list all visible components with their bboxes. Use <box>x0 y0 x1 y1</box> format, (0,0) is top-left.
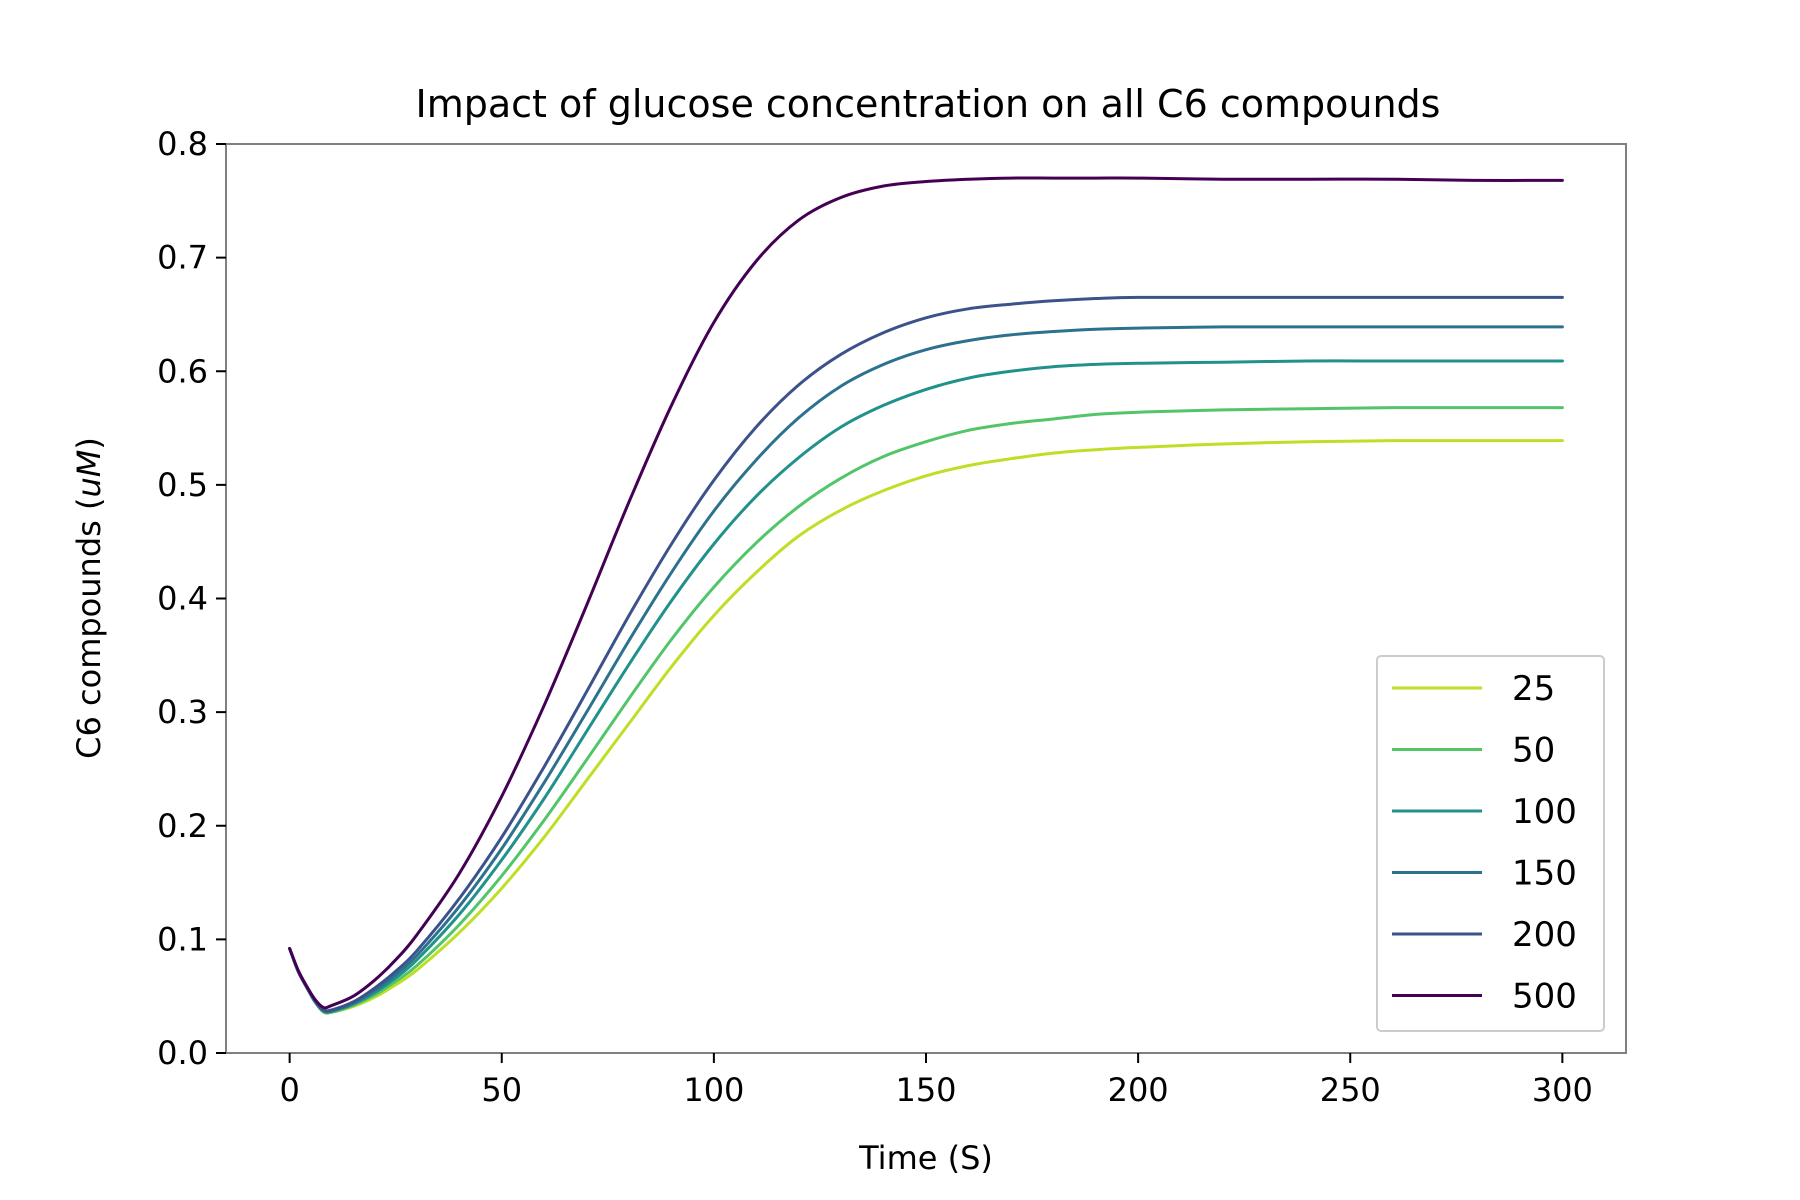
y-tick-label: 0.4 <box>157 580 208 618</box>
series-line-200 <box>288 295 1564 1013</box>
series-line-100 <box>288 359 1564 1014</box>
x-tick-label: 0 <box>279 1071 299 1109</box>
legend-label-25: 25 <box>1512 669 1555 709</box>
legend-label-200: 200 <box>1512 915 1577 955</box>
series-line-500 <box>288 176 1564 1010</box>
y-axis-label-prefix: C6 compounds ( <box>70 498 108 759</box>
y-tick-label: 0.5 <box>157 466 208 504</box>
legend-box <box>1376 655 1605 1032</box>
x-tick-label: 250 <box>1320 1071 1381 1109</box>
series-line-50 <box>288 406 1564 1015</box>
chart-title: Impact of glucose concentration on all C… <box>416 82 1441 126</box>
x-tick-label: 50 <box>481 1071 522 1109</box>
y-axis-label-unit: uM <box>70 450 108 498</box>
y-tick-label: 0.0 <box>157 1034 208 1072</box>
x-tick-label: 150 <box>895 1071 956 1109</box>
legend-label-500: 500 <box>1512 977 1577 1017</box>
legend-label-100: 100 <box>1512 792 1577 832</box>
y-tick-label: 0.3 <box>157 693 208 731</box>
series-layer <box>288 176 1564 1015</box>
x-tick-label: 100 <box>683 1071 744 1109</box>
x-axis-label: Time (S) <box>858 1139 993 1177</box>
y-tick-label: 0.1 <box>157 920 208 958</box>
legend: 25 50 100 150 200 500 <box>1376 655 1605 1032</box>
x-axis: 0 50 100 150 200 250 300 <box>279 1053 1593 1109</box>
legend-label-150: 150 <box>1512 854 1577 894</box>
x-tick-label: 200 <box>1108 1071 1169 1109</box>
y-tick-label: 0.6 <box>157 352 208 390</box>
series-line-25 <box>288 439 1564 1015</box>
y-tick-label: 0.8 <box>157 125 208 163</box>
legend-label-50: 50 <box>1512 731 1555 771</box>
y-axis-label: C6 compounds (uM) <box>70 437 108 759</box>
y-axis: 0.0 0.1 0.2 0.3 0.4 0.5 0.6 0.7 0.8 <box>157 125 226 1072</box>
x-tick-label: 300 <box>1532 1071 1593 1109</box>
y-tick-label: 0.7 <box>157 239 208 277</box>
y-axis-label-suffix: ) <box>70 437 108 449</box>
y-tick-label: 0.2 <box>157 807 208 845</box>
